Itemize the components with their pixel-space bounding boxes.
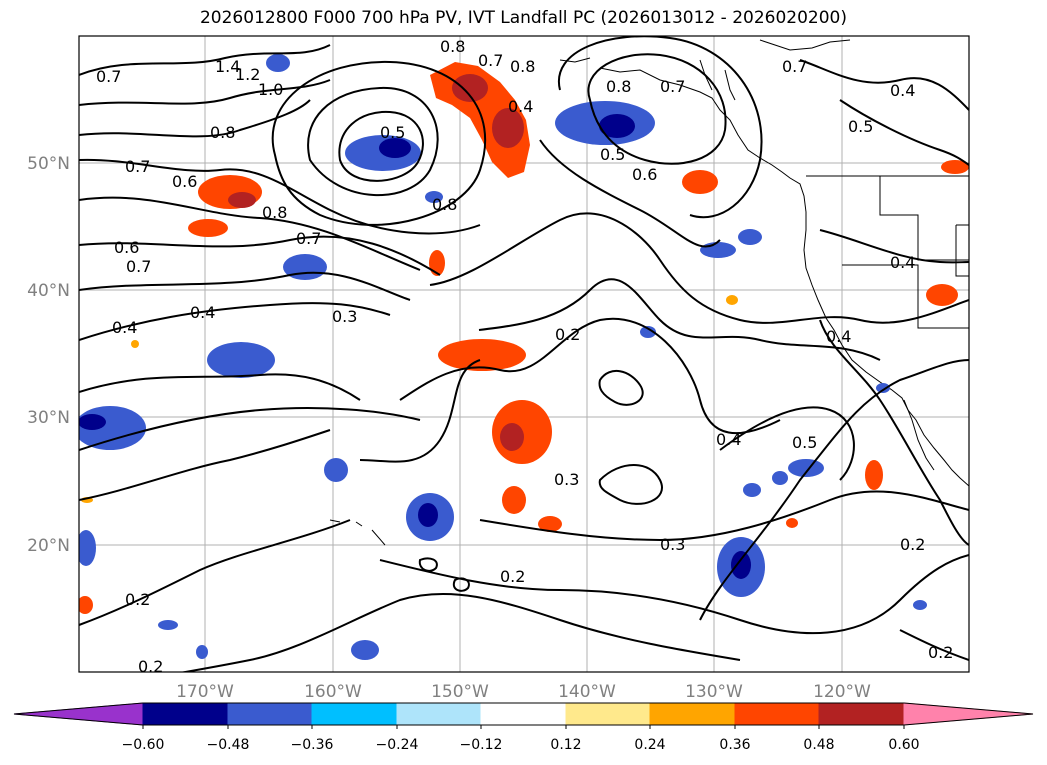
lon-label-130w: 130°W: [685, 682, 743, 702]
lon-label-140w: 140°W: [558, 682, 616, 702]
contour-label: 0.6: [114, 238, 139, 257]
colorbar-tick: 0.36: [719, 737, 750, 753]
colorbar-tick: −0.24: [376, 737, 419, 753]
contour-label: 0.7: [96, 67, 121, 86]
contour-label: 0.2: [500, 567, 525, 586]
colorbar-segment: [480, 702, 567, 726]
contour-label: 0.8: [210, 123, 235, 142]
colorbar-segment: [818, 702, 905, 726]
contour-label: 0.5: [848, 117, 873, 136]
colorbar-tick: 0.48: [803, 737, 834, 753]
lat-label-20n: 20°N: [27, 536, 70, 556]
contour-label: 0.7: [478, 51, 503, 70]
colorbar-segment: [734, 702, 820, 726]
contour-label: 0.5: [792, 433, 817, 452]
contour-label: 0.8: [262, 203, 287, 222]
colorbar-tick: 0.60: [888, 737, 919, 753]
lat-label-50n: 50°N: [27, 154, 70, 174]
pv-contours: [79, 36, 969, 672]
contour-label: 0.4: [716, 430, 741, 449]
contour-label: 0.3: [332, 307, 357, 326]
colorbar-tick: 0.24: [634, 737, 665, 753]
contour-label: 0.7: [126, 257, 151, 276]
contour-label: 1.0: [258, 80, 283, 99]
contour-label: 0.4: [112, 318, 137, 337]
lon-labels: 170°W 160°W 150°W 140°W 130°W 120°W: [176, 682, 871, 702]
lon-label-150w: 150°W: [431, 682, 489, 702]
colorbar-segment: [311, 702, 398, 726]
contour-labels: 1.4 1.2 1.0 0.8 0.7 0.6 0.7 0.8 0.4 0.5 …: [96, 37, 953, 676]
lon-label-170w: 170°W: [176, 682, 234, 702]
colorbar-tick: 0.12: [550, 737, 581, 753]
contour-label: 0.8: [440, 37, 465, 56]
contour-label: 0.4: [890, 253, 915, 272]
colorbar-segment: [565, 702, 651, 726]
contour-label: 0.2: [138, 657, 163, 676]
colorbar-tick: −0.60: [122, 737, 165, 753]
contour-label: 0.7: [296, 229, 321, 248]
colorbar-segment: [396, 702, 482, 726]
colorbar: −0.60 −0.48 −0.36 −0.24 −0.12 0.12 0.24 …: [13, 702, 1034, 753]
contour-label: 0.7: [660, 77, 685, 96]
contour-label: 1.2: [235, 65, 260, 84]
contour-label: 1.4: [215, 57, 240, 76]
contour-label: 0.2: [125, 590, 150, 609]
coastline: [329, 39, 969, 546]
colorbar-segment-extend-max: [903, 702, 1034, 726]
lat-label-40n: 40°N: [27, 281, 70, 301]
pv-positive-patches: [79, 62, 969, 614]
colorbar-tick: −0.48: [207, 737, 250, 753]
map-frame: [78, 35, 970, 673]
contour-label: 0.6: [632, 165, 657, 184]
contour-label: 0.4: [190, 303, 215, 322]
contour-label: 0.2: [555, 325, 580, 344]
contour-label: 0.4: [826, 327, 851, 346]
colorbar-tick: −0.12: [460, 737, 503, 753]
colorbar-segment: [649, 702, 736, 726]
map-title: 2026012800 F000 700 hPa PV, IVT Landfall…: [199, 8, 847, 28]
colorbar-segment: [227, 702, 313, 726]
contour-label: 0.7: [782, 57, 807, 76]
contour-label: 0.5: [380, 123, 405, 142]
pv-negative-patches: [79, 54, 927, 660]
contour-label: 0.2: [900, 535, 925, 554]
contour-label: 0.2: [928, 643, 953, 662]
contour-label: 0.8: [432, 195, 457, 214]
contour-label: 0.3: [660, 535, 685, 554]
lat-label-30n: 30°N: [27, 408, 70, 428]
contour-label: 0.8: [606, 77, 631, 96]
lon-label-160w: 160°W: [304, 682, 362, 702]
contour-label: 0.7: [125, 157, 150, 176]
contour-label: 0.8: [510, 57, 535, 76]
contour-label: 0.5: [600, 145, 625, 164]
contour-label: 0.3: [554, 470, 579, 489]
colorbar-tick: −0.36: [291, 737, 334, 753]
contour-label: 0.4: [508, 97, 533, 116]
contour-label: 0.4: [890, 81, 915, 100]
colorbar-segment-extend-min: [13, 702, 144, 726]
lat-labels: 50°N 40°N 30°N 20°N: [27, 154, 70, 556]
contour-label: 0.6: [172, 172, 197, 191]
colorbar-segment: [142, 702, 229, 726]
lon-label-120w: 120°W: [813, 682, 871, 702]
